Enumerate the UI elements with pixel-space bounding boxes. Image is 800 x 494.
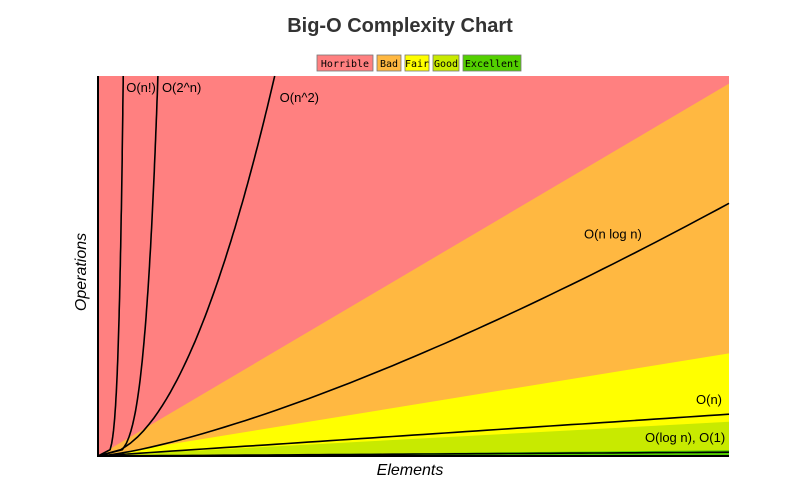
legend-item-bad: Bad bbox=[376, 54, 402, 72]
legend-swatch bbox=[404, 54, 430, 72]
legend-item-excellent: Excellent bbox=[462, 54, 522, 72]
legend-label: Fair bbox=[405, 59, 429, 70]
curve-o-n-log-n bbox=[97, 202, 730, 457]
curve-labels: O(n!) O(2^n) O(n^2) O(n log n) O(n) O(log n),… bbox=[126, 80, 725, 445]
legend-item-good: Good bbox=[432, 54, 460, 72]
region-bad bbox=[98, 83, 729, 456]
chart-legend: Horrible Bad Fair Good Excellent bbox=[316, 54, 522, 72]
legend-label: Bad bbox=[380, 59, 398, 70]
complexity-regions bbox=[98, 76, 729, 456]
complexity-curves bbox=[97, 75, 730, 457]
legend-label: Excellent bbox=[465, 59, 519, 70]
legend-item-horrible: Horrible bbox=[316, 54, 374, 72]
legend-swatch bbox=[376, 54, 402, 72]
curve-o-n bbox=[97, 413, 730, 457]
legend-item-fair: Fair bbox=[404, 54, 430, 72]
legend-swatch bbox=[462, 54, 522, 72]
region-good bbox=[98, 421, 729, 456]
legend-swatch bbox=[316, 54, 374, 72]
chart-title: Big-O Complexity Chart bbox=[287, 15, 513, 37]
curve-label-o-2-n: O(2^n) bbox=[162, 80, 201, 95]
curve-label-o-n: O(n!) bbox=[126, 80, 156, 95]
legend-swatch bbox=[432, 54, 460, 72]
y-axis-label: Operations bbox=[73, 233, 90, 311]
legend-label: Good bbox=[434, 59, 458, 70]
curve-o-n-2 bbox=[97, 75, 276, 457]
curve-label-o-n: O(n) bbox=[696, 392, 722, 407]
curve-label-o-n-2: O(n^2) bbox=[280, 90, 319, 105]
curve-o-n bbox=[97, 76, 124, 457]
curve-o-2-n bbox=[97, 75, 159, 457]
x-axis-label: Elements bbox=[377, 462, 444, 479]
chart-axes bbox=[97, 76, 729, 457]
curve-label-o-log-n-o-1: O(log n), O(1) bbox=[645, 430, 725, 445]
curve-label-o-n-log-n: O(n log n) bbox=[584, 226, 642, 241]
legend-label: Horrible bbox=[321, 59, 369, 70]
